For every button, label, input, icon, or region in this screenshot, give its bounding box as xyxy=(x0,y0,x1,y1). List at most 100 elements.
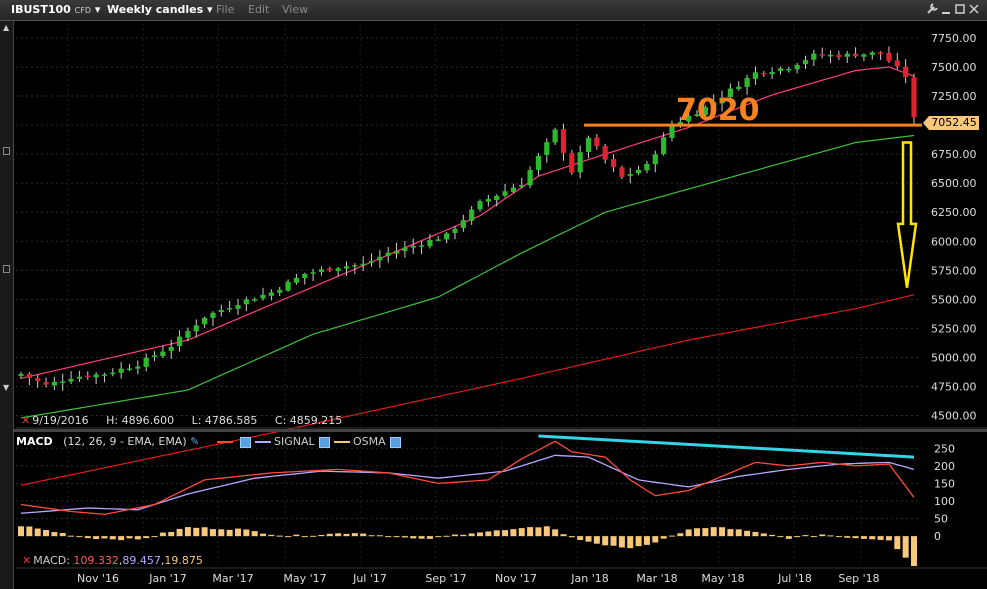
osma-bar xyxy=(76,536,83,538)
candle-up xyxy=(277,289,283,293)
osma-bar xyxy=(59,533,66,537)
title-bar: IBUST100 CFD ▾ Weekly candles ▾ File Edi… xyxy=(0,0,987,21)
candle-up xyxy=(811,53,817,60)
osma-bar xyxy=(485,531,492,537)
candle-up xyxy=(310,272,316,274)
osma-bar xyxy=(460,534,467,537)
wrench-icon[interactable] xyxy=(926,2,939,18)
legend-macd[interactable] xyxy=(217,434,251,450)
level-annotation: 7020 xyxy=(676,93,760,128)
candle-down xyxy=(560,128,567,153)
osma-bar xyxy=(543,526,550,537)
x-tick-label: Jul '17 xyxy=(352,572,387,585)
slow-ma-line xyxy=(20,294,915,486)
candle-up xyxy=(694,114,700,116)
osma-bar xyxy=(719,527,726,537)
menu-file[interactable]: File xyxy=(216,3,235,16)
candle-down xyxy=(836,54,842,58)
y-tick-label: 0 xyxy=(934,530,941,543)
osma-bar xyxy=(218,529,225,537)
pencil-icon[interactable]: ✎ xyxy=(190,435,200,448)
candle-up xyxy=(769,71,775,75)
x-tick-label: Mar '18 xyxy=(636,572,677,585)
candle-up xyxy=(719,97,725,104)
osma-bar xyxy=(744,530,751,537)
checkbox-icon[interactable] xyxy=(240,436,251,448)
timeframe-selector[interactable]: Weekly candles ▾ xyxy=(107,3,213,16)
candle-down xyxy=(569,153,575,173)
candle-up xyxy=(302,273,308,279)
osma-bar xyxy=(502,530,509,537)
osma-bar xyxy=(301,536,308,538)
pane-marker[interactable] xyxy=(3,265,10,273)
candle-up xyxy=(160,351,166,357)
candle-up xyxy=(527,169,533,186)
osma-bar xyxy=(844,536,851,538)
close-x-icon[interactable]: ✕ xyxy=(21,414,31,427)
left-scroll-strip[interactable]: ▲ ▼ xyxy=(0,21,14,589)
osma-bar xyxy=(143,536,150,539)
candle-up xyxy=(393,250,400,254)
candle-down xyxy=(327,268,333,271)
osma-bar xyxy=(376,535,383,537)
candle-up xyxy=(794,64,800,70)
signal-value: 89.457 xyxy=(122,554,161,567)
osma-bar xyxy=(668,535,675,537)
osma-bar xyxy=(101,536,108,539)
scroll-up-icon[interactable]: ▲ xyxy=(3,23,10,32)
last-price-label: 7052.45 xyxy=(923,116,979,130)
scroll-down-icon[interactable]: ▼ xyxy=(3,383,10,392)
osma-bar xyxy=(435,536,442,538)
osma-bar xyxy=(343,533,350,537)
close-x-icon[interactable]: ✕ xyxy=(22,554,32,567)
osma-bar xyxy=(694,528,701,537)
macd-header: MACD (12, 26, 9 - EMA, EMA) ✎ xyxy=(16,434,199,450)
osma-bar xyxy=(318,534,325,537)
candle-up xyxy=(193,325,199,332)
close-icon[interactable] xyxy=(969,4,980,18)
maximize-icon[interactable] xyxy=(955,4,966,18)
candle-up xyxy=(385,252,391,256)
osma-bar xyxy=(518,528,525,537)
osma-bar xyxy=(109,536,116,540)
menu-edit[interactable]: Edit xyxy=(248,3,270,16)
y-tick-label: 250 xyxy=(934,442,955,455)
candle-up xyxy=(444,233,450,240)
x-tick-label: Jul '18 xyxy=(777,572,812,585)
candle-up xyxy=(68,378,74,382)
candle-down xyxy=(610,159,617,168)
legend-osma[interactable]: OSMA xyxy=(334,434,401,450)
osma-bar xyxy=(769,534,776,537)
signal-line-swatch xyxy=(255,441,271,443)
minimize-icon[interactable] xyxy=(941,4,952,18)
candle-up xyxy=(661,137,667,155)
candle-down xyxy=(911,77,917,118)
candle-up xyxy=(669,125,675,138)
osma-bar xyxy=(68,535,75,537)
candle-up xyxy=(544,142,550,155)
pane-marker[interactable] xyxy=(3,147,10,155)
checkbox-icon[interactable] xyxy=(318,436,330,448)
candle-up xyxy=(435,239,441,241)
x-tick-label: Sep '17 xyxy=(425,572,466,585)
candle-up xyxy=(469,209,475,221)
legend-signal[interactable]: SIGNAL xyxy=(255,434,330,450)
osma-bar xyxy=(685,529,692,537)
osma-bar xyxy=(93,536,100,540)
osma-bar xyxy=(760,533,767,537)
symbol-selector[interactable]: IBUST100 CFD ▾ xyxy=(11,3,100,16)
osma-bar xyxy=(593,536,600,544)
osma-value: 19.875 xyxy=(164,554,203,567)
candle-up xyxy=(76,376,83,379)
menu-view[interactable]: View xyxy=(282,3,309,16)
candle-up xyxy=(477,201,483,210)
candle-up xyxy=(577,152,583,173)
checkbox-icon[interactable] xyxy=(389,436,401,448)
candle-up xyxy=(686,115,692,122)
osma-bar xyxy=(260,533,267,537)
pane-divider[interactable] xyxy=(14,429,987,432)
candle-up xyxy=(377,256,383,261)
osma-bar xyxy=(43,530,50,537)
osma-bar xyxy=(877,536,884,540)
